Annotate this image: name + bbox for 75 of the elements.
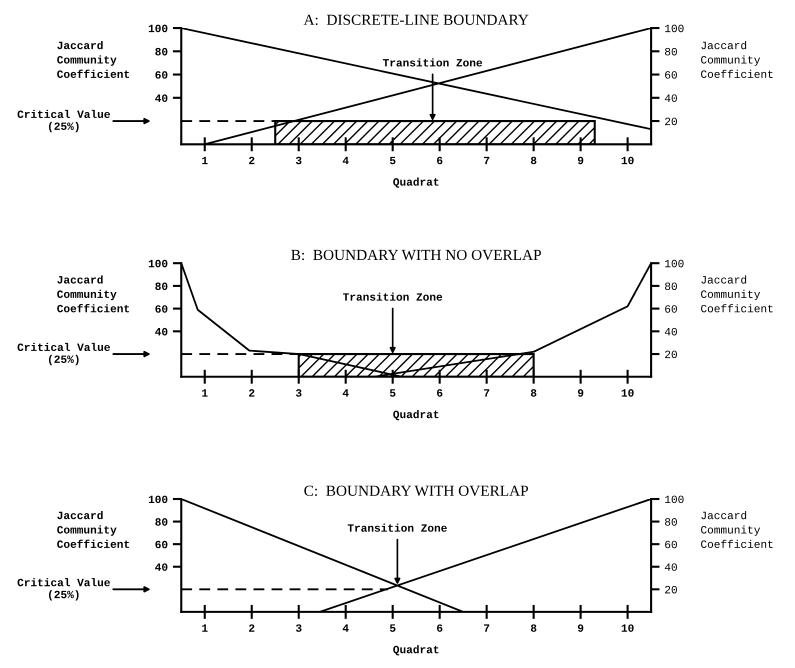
x-tick-label: 10 xyxy=(622,156,634,164)
chart-title: B: BOUNDARY WITH NO OVERLAP xyxy=(291,250,541,260)
ref-line-label: Critical Value (25%) xyxy=(18,342,110,366)
y2-axis-title: Jaccard Community Coefficient xyxy=(701,511,773,548)
y-axis-title: Jaccard Community Coefficient xyxy=(57,275,130,312)
y2-tick-label: 20 xyxy=(665,350,677,358)
x-tick-label: 10 xyxy=(622,389,634,397)
x-tick-label: 9 xyxy=(578,624,584,632)
x-tick-label: 2 xyxy=(249,389,254,397)
x-tick-label: 4 xyxy=(342,624,349,632)
x-axis-title: Quadrat xyxy=(393,178,438,188)
y2-tick-label: 60 xyxy=(665,305,677,313)
y2-tick-label: 60 xyxy=(665,71,677,79)
y-tick-label: 40 xyxy=(155,563,168,571)
y-tick-label: 40 xyxy=(155,94,168,102)
x-tick-label: 7 xyxy=(484,624,490,632)
y-tick-label: 80 xyxy=(155,518,168,526)
x-tick-label: 2 xyxy=(249,624,254,632)
y2-tick-label: 100 xyxy=(665,496,684,504)
y2-tick-label: 20 xyxy=(665,118,677,126)
x-tick-label: 6 xyxy=(437,624,442,632)
x-axis-title: Quadrat xyxy=(393,410,438,420)
y-tick-label: 60 xyxy=(155,540,168,548)
y2-axis-title: Jaccard Community Coefficient xyxy=(701,41,773,78)
y2-tick-label: 100 xyxy=(665,24,684,32)
y2-axis-title: Jaccard Community Coefficient xyxy=(701,275,773,312)
x-tick-label: 8 xyxy=(530,389,536,397)
chart-title: C: BOUNDARY WITH OVERLAP xyxy=(304,486,528,496)
x-tick-label: 8 xyxy=(530,156,536,164)
x-tick-label: 5 xyxy=(390,624,396,632)
x-tick-label: 6 xyxy=(437,389,442,397)
x-tick-label: 1 xyxy=(202,389,208,397)
x-tick-label: 10 xyxy=(622,624,634,632)
annotation: Transition Zone xyxy=(382,58,482,67)
y2-tick-label: 80 xyxy=(665,282,677,290)
x-tick-label: 4 xyxy=(342,156,349,164)
y-tick-label: 60 xyxy=(155,71,168,79)
y-tick-label: 80 xyxy=(155,282,168,290)
y-axis-title: Jaccard Community Coefficient xyxy=(57,41,130,78)
y2-tick-label: 40 xyxy=(664,94,677,102)
x-tick-label: 5 xyxy=(390,156,396,164)
y2-tick-label: 40 xyxy=(664,563,677,571)
x-tick-label: 3 xyxy=(296,156,302,164)
y-tick-label: 80 xyxy=(155,48,168,56)
ref-line-label: Critical Value (25%) xyxy=(18,110,110,132)
x-axis-title: Quadrat xyxy=(393,645,438,656)
x-tick-label: 3 xyxy=(296,624,302,632)
x-tick-label: 4 xyxy=(342,389,349,397)
x-tick-label: 3 xyxy=(296,389,302,397)
y2-tick-label: 100 xyxy=(665,260,684,268)
x-tick-label: 1 xyxy=(202,156,208,164)
annotation: Transition Zone xyxy=(348,524,447,532)
ref-line-label: Critical Value (25%) xyxy=(18,578,110,600)
y2-tick-label: 60 xyxy=(665,540,677,548)
y-tick-label: 40 xyxy=(155,328,168,336)
y-tick-label: 100 xyxy=(148,496,168,504)
y2-tick-label: 80 xyxy=(665,518,677,526)
x-tick-label: 1 xyxy=(202,624,208,632)
y2-tick-label: 40 xyxy=(664,328,677,336)
x-tick-label: 7 xyxy=(484,389,490,397)
x-tick-label: 8 xyxy=(530,624,536,632)
y-axis-title: Jaccard Community Coefficient xyxy=(57,511,130,548)
y-tick-label: 100 xyxy=(148,24,168,32)
y2-tick-label: 80 xyxy=(665,48,677,56)
chart-title: A: DISCRETE-LINE BOUNDARY xyxy=(304,14,528,26)
x-tick-label: 5 xyxy=(390,389,396,397)
y-tick-label: 100 xyxy=(148,260,168,268)
y-tick-label: 60 xyxy=(155,305,168,313)
x-tick-label: 6 xyxy=(437,156,442,164)
x-tick-label: 9 xyxy=(578,156,584,164)
x-tick-label: 2 xyxy=(249,156,254,164)
y2-tick-label: 20 xyxy=(665,586,677,594)
x-tick-label: 9 xyxy=(578,389,584,397)
x-tick-label: 7 xyxy=(484,156,490,164)
annotation: Transition Zone xyxy=(343,292,442,301)
